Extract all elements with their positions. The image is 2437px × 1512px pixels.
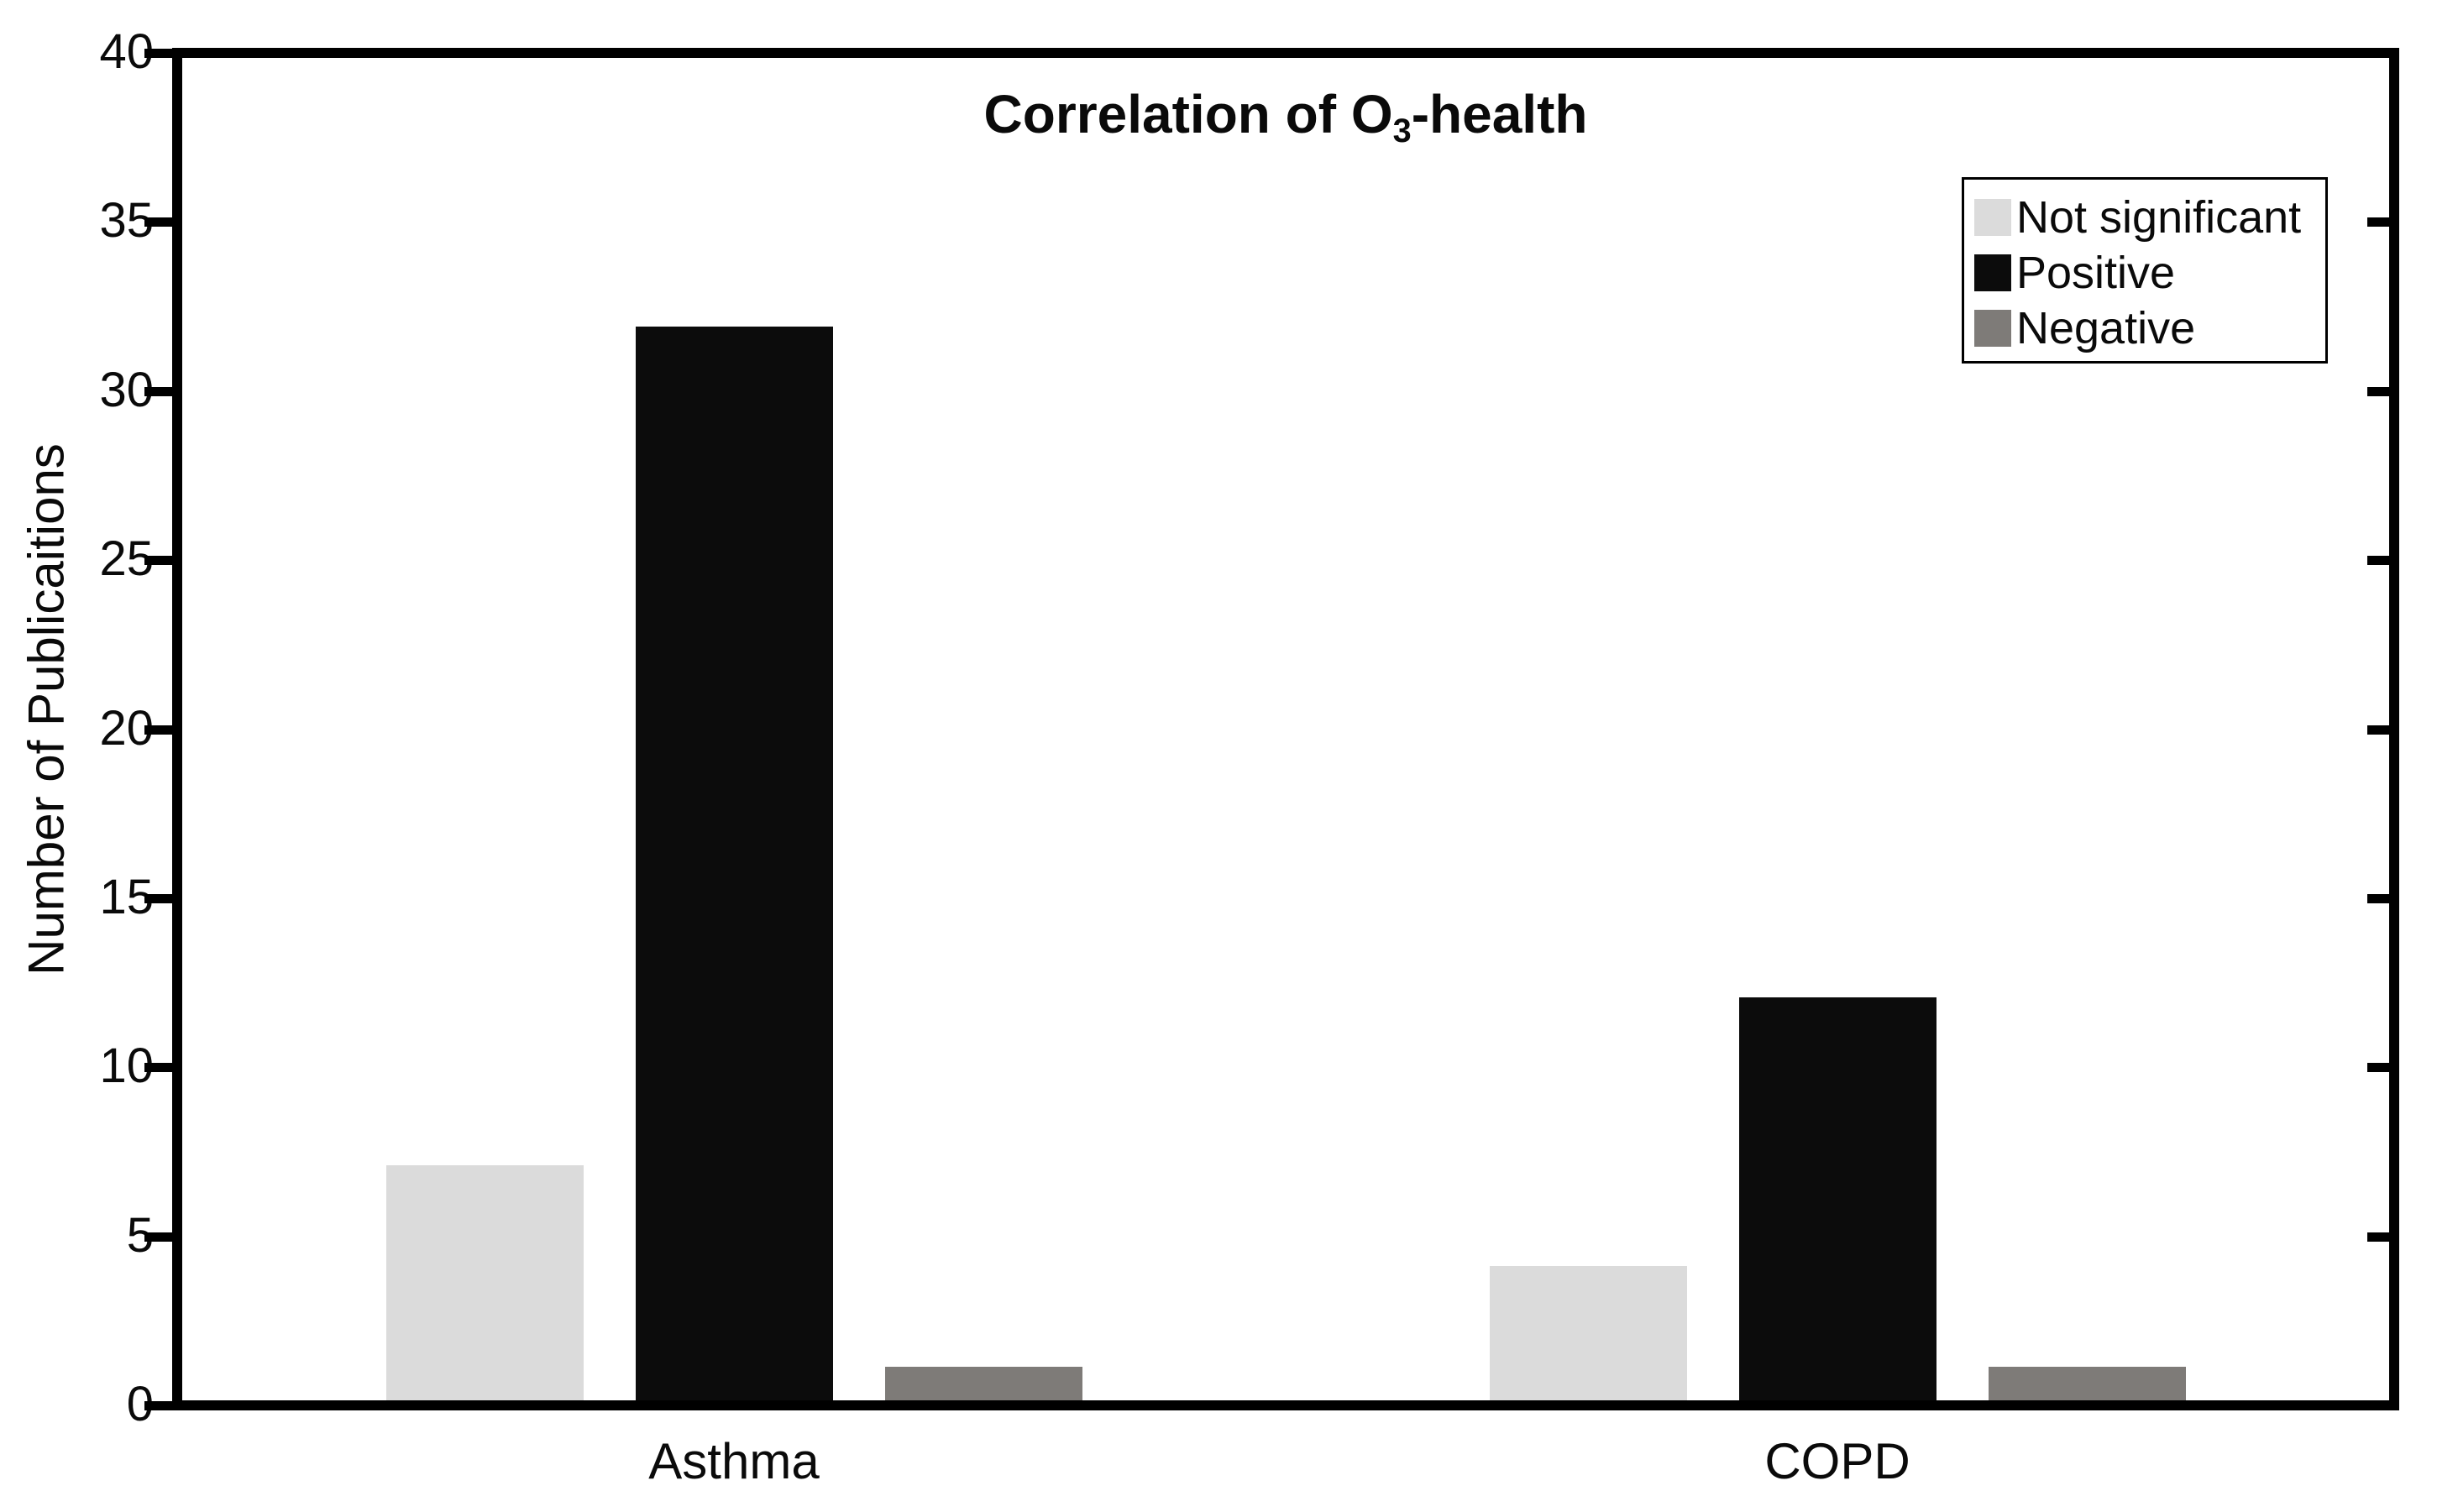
- legend-item-negative: Negative: [1974, 301, 2325, 356]
- y-tick-label: 25: [99, 531, 154, 587]
- chart-title: Correlation of O3-health: [182, 83, 2389, 150]
- legend-swatch-positive: [1974, 254, 2011, 291]
- y-tick-mark-right: [2367, 217, 2389, 228]
- chart-title-prefix: Correlation of O: [983, 84, 1393, 144]
- y-tick-mark-left: [144, 217, 172, 228]
- y-tick-label: 5: [126, 1207, 154, 1263]
- y-tick-label: 20: [99, 700, 154, 756]
- y-tick-mark-right: [2367, 386, 2389, 396]
- chart-title-suffix: -health: [1411, 84, 1588, 144]
- legend-label-negative: Negative: [2016, 303, 2196, 353]
- y-tick-mark-right: [2367, 556, 2389, 566]
- x-category-label-copd: COPD: [1764, 1433, 1910, 1489]
- y-tick-label: 10: [99, 1039, 154, 1094]
- y-tick-mark-right: [2367, 893, 2389, 903]
- y-tick-label: 35: [99, 193, 154, 249]
- legend-label-positive: Positive: [2016, 248, 2176, 298]
- bar-asthma-not-significant: [385, 1165, 584, 1400]
- y-tick-label: 15: [99, 870, 154, 925]
- legend: Not significant Positive Negative: [1962, 177, 2328, 364]
- y-tick-mark-left: [144, 1063, 172, 1073]
- y-tick-label: 40: [99, 24, 154, 80]
- y-tick-mark-left: [144, 49, 172, 58]
- y-tick-mark-left: [144, 893, 172, 903]
- y-tick-label: 30: [99, 362, 154, 417]
- x-category-label-asthma: Asthma: [648, 1433, 820, 1489]
- bar-copd-negative: [1988, 1367, 2186, 1400]
- legend-swatch-negative: [1974, 310, 2011, 347]
- bar-copd-positive: [1738, 997, 1936, 1400]
- y-tick-mark-left: [144, 1232, 172, 1242]
- y-tick-mark-left: [144, 1401, 172, 1410]
- legend-item-not-significant: Not significant: [1974, 190, 2325, 245]
- y-tick-mark-left: [144, 556, 172, 566]
- bar-copd-not-significant: [1489, 1266, 1687, 1400]
- legend-item-positive: Positive: [1974, 245, 2325, 301]
- y-tick-mark-right: [2367, 725, 2389, 735]
- bar-asthma-negative: [884, 1367, 1082, 1400]
- y-tick-label: 0: [126, 1377, 154, 1432]
- y-tick-mark-right: [2367, 1232, 2389, 1242]
- y-tick-mark-left: [144, 725, 172, 735]
- y-tick-mark-right: [2367, 1063, 2389, 1073]
- bar-asthma-positive: [635, 326, 833, 1400]
- chart-title-subscript: 3: [1392, 112, 1412, 150]
- legend-swatch-not-significant: [1974, 199, 2011, 236]
- plot-inner: [182, 58, 2389, 1400]
- legend-label-not-significant: Not significant: [2016, 192, 2302, 243]
- y-tick-mark-left: [144, 386, 172, 396]
